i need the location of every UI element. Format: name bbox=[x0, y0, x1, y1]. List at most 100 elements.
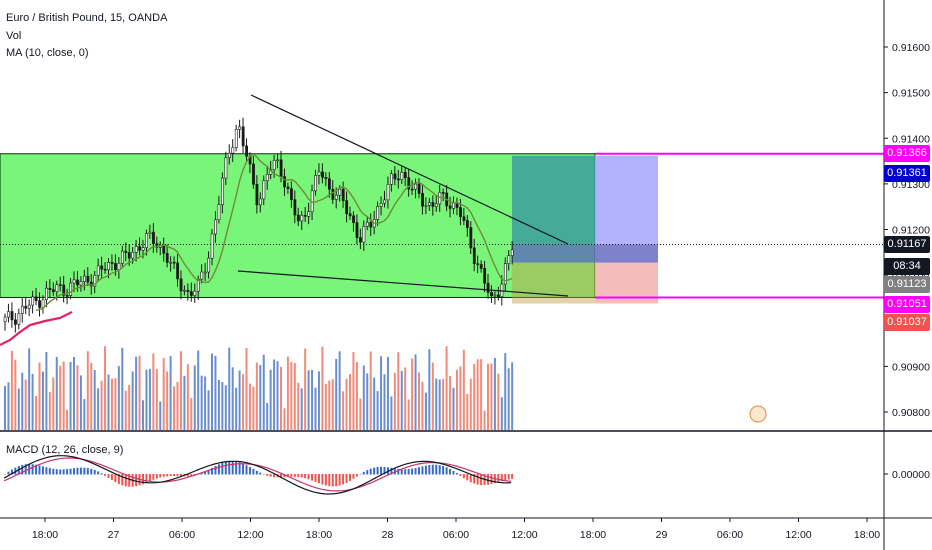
volume-bar bbox=[69, 361, 72, 430]
macd-histogram-bar bbox=[90, 468, 93, 475]
volume-bar bbox=[466, 393, 469, 430]
candle-body bbox=[434, 203, 438, 207]
drawing-lines-layer bbox=[237, 94, 569, 297]
volume-bar bbox=[193, 365, 196, 430]
candle-body bbox=[414, 183, 418, 190]
candle-body bbox=[396, 178, 400, 181]
macd-histogram-bar bbox=[300, 474, 303, 478]
candle-body bbox=[317, 171, 321, 176]
macd-histogram-bar bbox=[431, 464, 434, 475]
y-tick-label: 0.91600 bbox=[892, 42, 930, 54]
candle-body bbox=[452, 202, 456, 209]
long-target-zone-2 bbox=[595, 155, 658, 245]
candle-body bbox=[190, 291, 193, 296]
macd-histogram-bar bbox=[24, 464, 27, 475]
volume-bar bbox=[24, 379, 27, 430]
volume-bar bbox=[349, 374, 351, 430]
candle-body bbox=[200, 271, 204, 280]
macd-histogram-bar bbox=[186, 474, 189, 477]
volume-bar bbox=[469, 378, 472, 430]
volume-bar bbox=[428, 349, 431, 430]
volume-bar bbox=[35, 395, 38, 430]
candle-body bbox=[10, 311, 14, 321]
price-tag: 0.91051 bbox=[884, 296, 930, 313]
x-tick-label: 06:00 bbox=[443, 529, 469, 541]
macd-histogram-bar bbox=[48, 468, 51, 475]
long-target-zone bbox=[512, 155, 595, 245]
macd-histogram-bar bbox=[55, 469, 58, 475]
candle-body bbox=[459, 207, 462, 218]
volume-bar bbox=[155, 369, 158, 430]
volume-bar bbox=[90, 362, 93, 430]
x-tick-label: 12:00 bbox=[511, 529, 537, 541]
candle-body bbox=[483, 268, 487, 284]
candle-body bbox=[272, 160, 276, 170]
candle-body bbox=[176, 262, 180, 280]
macd-histogram-bar bbox=[404, 469, 407, 475]
candle-body bbox=[17, 313, 21, 325]
candle-body bbox=[410, 188, 414, 191]
candle-body bbox=[479, 264, 483, 269]
macd-histogram-bar bbox=[480, 474, 483, 486]
candle-body bbox=[186, 289, 190, 292]
x-tick-label: 12:00 bbox=[785, 529, 811, 541]
volume-bar bbox=[255, 362, 258, 430]
candle-body bbox=[472, 247, 476, 264]
candle-body bbox=[331, 188, 335, 200]
candle-body bbox=[307, 211, 311, 217]
volume-bar bbox=[248, 383, 251, 430]
candle-body bbox=[262, 180, 266, 200]
volume-bar bbox=[352, 352, 355, 430]
candle-body bbox=[134, 246, 138, 253]
volume-bar bbox=[73, 356, 75, 430]
macd-histogram-bar bbox=[293, 474, 296, 477]
macd-histogram-bar bbox=[397, 468, 400, 475]
candle-body bbox=[293, 199, 297, 216]
candle-body bbox=[179, 278, 183, 292]
volume-bar bbox=[411, 358, 414, 430]
macd-histogram-bar bbox=[473, 474, 476, 484]
macd-histogram-bar bbox=[76, 467, 79, 475]
macd-histogram-bar bbox=[352, 474, 355, 479]
candle-body bbox=[55, 284, 59, 292]
candle-body bbox=[348, 213, 352, 217]
volume-bar bbox=[324, 383, 327, 430]
macd-histogram-bar bbox=[307, 474, 310, 480]
macd-histogram-bar bbox=[369, 468, 372, 475]
volume-bar bbox=[200, 375, 203, 430]
volume-bar bbox=[245, 348, 248, 430]
candle-body bbox=[152, 231, 155, 244]
volume-bar bbox=[162, 357, 165, 430]
candle-body bbox=[300, 214, 304, 222]
volume-bar bbox=[314, 387, 317, 430]
candle-body bbox=[41, 299, 45, 308]
candle-body bbox=[141, 247, 145, 251]
volume-bar bbox=[476, 359, 479, 430]
candle-body bbox=[417, 183, 421, 194]
candle-body bbox=[448, 205, 452, 209]
volume-bar bbox=[359, 398, 362, 430]
volume-bar bbox=[331, 379, 334, 430]
macd-histogram-bar bbox=[238, 462, 241, 475]
candle-body bbox=[369, 222, 373, 228]
volume-bar bbox=[41, 371, 44, 430]
macd-line bbox=[3, 455, 512, 495]
macd-histogram-bar bbox=[166, 474, 169, 477]
candle-body bbox=[65, 295, 69, 297]
x-tick-label: 18:00 bbox=[306, 529, 332, 541]
macd-histogram-bar bbox=[35, 464, 38, 475]
macd-layer bbox=[3, 455, 514, 495]
macd-histogram-bar bbox=[445, 467, 448, 475]
candle-body bbox=[424, 205, 428, 207]
x-tick-label: 29 bbox=[656, 529, 668, 541]
volume-bar bbox=[355, 361, 358, 430]
volume-bar bbox=[207, 390, 210, 430]
candle-body bbox=[324, 177, 328, 179]
volume-bar bbox=[317, 371, 320, 430]
macd-histogram-bar bbox=[38, 465, 41, 475]
volume-bar bbox=[459, 366, 462, 430]
volume-bar bbox=[383, 374, 386, 430]
candle-body bbox=[145, 233, 148, 248]
candle-body bbox=[290, 188, 293, 200]
